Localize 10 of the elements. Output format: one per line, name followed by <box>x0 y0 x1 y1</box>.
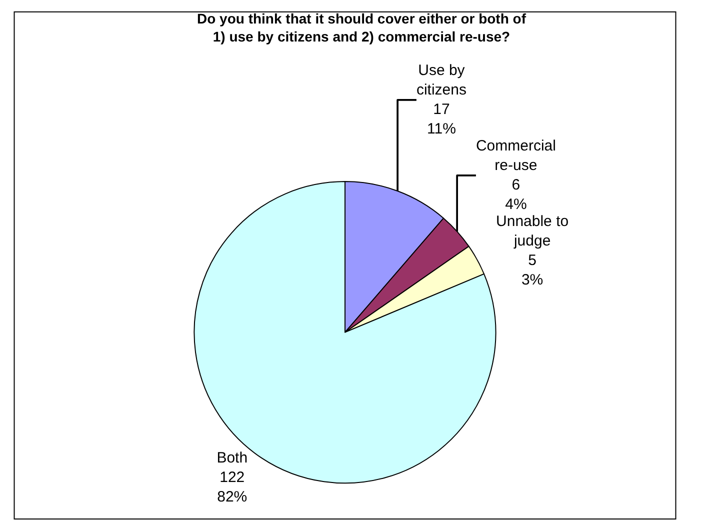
pie-slice <box>194 181 496 484</box>
data-label: 17 11% <box>426 101 456 138</box>
data-label: 6 4% <box>505 176 527 214</box>
slice-label: Use by citizens <box>416 62 466 99</box>
data-label: 5 3% <box>521 252 544 289</box>
chart-title: Do you think that it should cover either or both of 1) use by citizens and 2) commercial re-use? <box>197 10 526 45</box>
slice-label: Commercial re-use <box>476 138 556 174</box>
slice-label: Both <box>216 449 248 466</box>
data-label: 122 82% <box>217 468 248 506</box>
slice-label: Unnable to judge <box>496 213 569 250</box>
